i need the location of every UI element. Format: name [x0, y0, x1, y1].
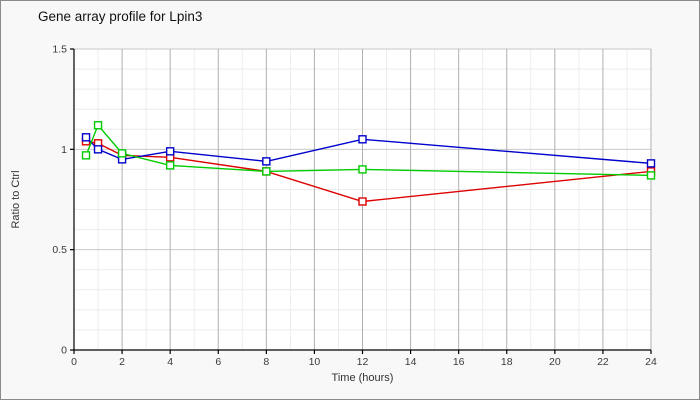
x-tick-label: 8	[263, 356, 269, 368]
x-tick-label: 22	[597, 356, 609, 368]
series-green-marker	[81, 151, 91, 160]
series-green-marker	[262, 167, 271, 176]
series-green-marker	[358, 165, 367, 174]
x-tick-label: 4	[167, 356, 173, 368]
y-axis-title: Ratio to Ctrl	[10, 170, 22, 228]
x-tick-label: 0	[71, 356, 77, 368]
x-tick-label: 20	[549, 356, 561, 368]
x-tick-label: 12	[357, 356, 369, 368]
y-tick-label: 0	[61, 345, 67, 357]
x-tick-label: 2	[119, 356, 125, 368]
series-green-marker	[165, 161, 175, 170]
series-blue-marker	[165, 147, 175, 156]
series-green-marker	[646, 171, 656, 180]
series-blue-marker	[646, 159, 656, 168]
x-tick-label: 16	[453, 356, 465, 368]
x-axis-title: Time (hours)	[332, 372, 394, 384]
series-blue-marker	[81, 133, 91, 142]
series-blue-marker	[262, 157, 271, 166]
series-red-marker	[358, 197, 367, 206]
x-tick-label: 24	[645, 356, 657, 368]
y-tick-label: 1	[61, 144, 67, 156]
y-tick-label: 1.5	[52, 44, 67, 56]
series-blue-marker	[358, 135, 367, 144]
x-tick-label: 14	[405, 356, 417, 368]
series-blue-marker	[93, 145, 103, 154]
x-tick-label: 6	[215, 356, 221, 368]
series-green-marker	[117, 149, 127, 158]
series-green-marker	[93, 121, 103, 130]
y-tick-label: 0.5	[52, 244, 67, 256]
x-tick-label: 10	[309, 356, 321, 368]
x-tick-label: 18	[501, 356, 513, 368]
chart-title: Gene array profile for Lpin3	[38, 9, 203, 24]
